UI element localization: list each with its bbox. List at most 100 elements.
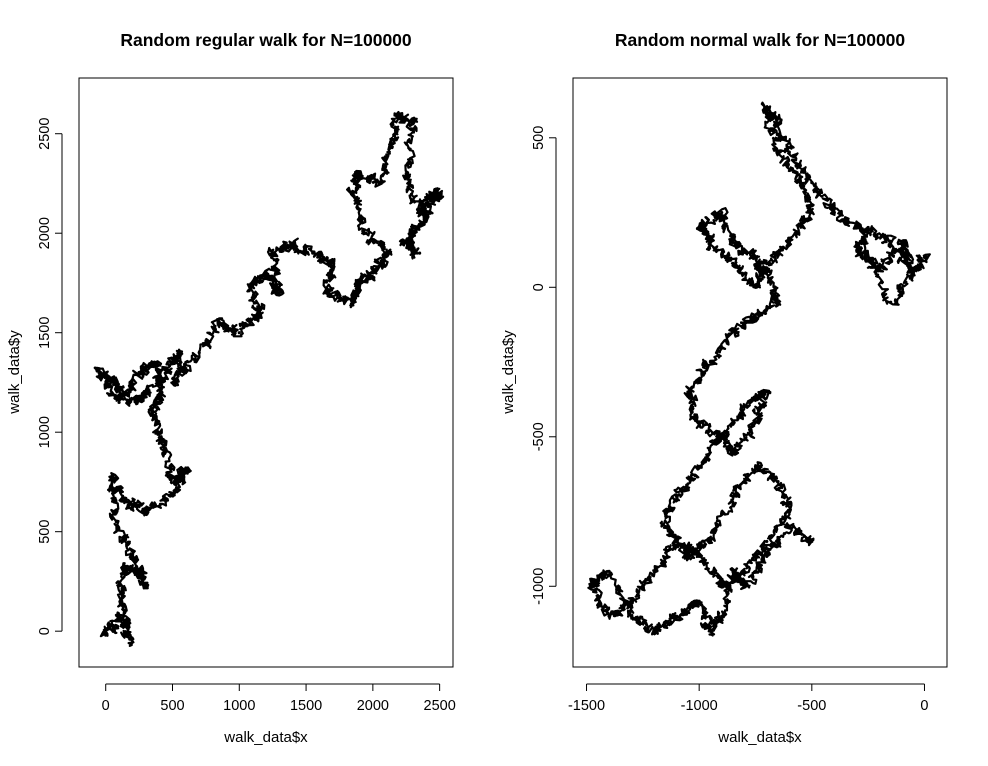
right-walk-point bbox=[607, 569, 611, 573]
right-walk-point bbox=[686, 554, 690, 558]
right-walk-point bbox=[776, 151, 780, 155]
left-walk-point bbox=[257, 311, 261, 315]
left-walk-point bbox=[137, 370, 141, 375]
left-walk-point bbox=[122, 565, 127, 570]
right-walk-point bbox=[607, 614, 611, 618]
right-y-axis: -1000 -500 0 500 bbox=[531, 126, 557, 605]
right-walk-point bbox=[787, 240, 791, 245]
left-walk-point bbox=[128, 400, 132, 404]
right-walk-point bbox=[652, 569, 656, 573]
left-walk-point bbox=[184, 466, 188, 470]
right-walk-point bbox=[708, 240, 713, 245]
right-walk-point bbox=[686, 390, 690, 394]
left-x-tick-label: 1000 bbox=[223, 698, 255, 714]
left-walk-point bbox=[217, 321, 221, 325]
left-walk-point bbox=[271, 251, 275, 255]
right-x-tick-label: -500 bbox=[797, 698, 826, 714]
left-walk-point bbox=[364, 231, 368, 235]
right-walk-point bbox=[697, 225, 701, 230]
right-walk-point bbox=[787, 509, 791, 514]
left-x-tick-label: 500 bbox=[160, 698, 184, 714]
right-walk-point bbox=[675, 614, 679, 618]
right-x-axis-label: walk_data$x bbox=[717, 729, 802, 746]
right-walk-point bbox=[810, 539, 814, 544]
right-walk-point bbox=[787, 524, 791, 529]
left-walk-point bbox=[114, 520, 118, 524]
right-walk-point bbox=[731, 240, 735, 245]
left-walk-point bbox=[371, 271, 375, 275]
left-x-axis-label: walk_data$x bbox=[223, 729, 308, 746]
left-walk-point bbox=[154, 360, 159, 365]
left-walk-series bbox=[93, 110, 445, 647]
left-walk-point bbox=[384, 251, 388, 255]
right-walk-point bbox=[708, 539, 713, 544]
left-walk-point bbox=[237, 331, 241, 335]
left-x-tick-label: 0 bbox=[102, 698, 110, 714]
left-walk-point bbox=[438, 191, 442, 196]
left-y-tick-label: 500 bbox=[37, 520, 53, 544]
right-walk-point bbox=[765, 554, 769, 558]
left-y-tick-label: 0 bbox=[37, 627, 53, 635]
left-y-axis-label: walk_data$y bbox=[6, 330, 23, 415]
left-walk-point bbox=[431, 191, 435, 196]
left-walk-point bbox=[137, 569, 141, 574]
left-walk-point bbox=[117, 400, 121, 404]
right-walk-point bbox=[731, 330, 735, 334]
left-x-tick-label: 2000 bbox=[357, 698, 389, 714]
left-walk-point bbox=[124, 500, 128, 504]
left-walk-point bbox=[173, 480, 177, 484]
right-walk-point bbox=[731, 569, 735, 573]
left-walk-line bbox=[93, 110, 445, 647]
left-walk-point bbox=[291, 241, 295, 245]
right-walk-point bbox=[652, 629, 656, 633]
right-x-tick-label: -1000 bbox=[681, 698, 718, 714]
right-x-axis: -1500 -1000 -500 0 bbox=[568, 683, 929, 714]
left-walk-point bbox=[404, 241, 408, 245]
right-walk-point bbox=[742, 405, 746, 409]
right-chart-title: Random normal walk for N=100000 bbox=[615, 30, 906, 50]
right-walk-point bbox=[720, 435, 724, 439]
right-walk-point bbox=[855, 225, 859, 230]
left-walk-point bbox=[173, 380, 177, 385]
left-walk-point bbox=[397, 112, 402, 116]
left-walk-point bbox=[160, 440, 164, 444]
left-walk-point bbox=[117, 613, 121, 617]
right-walk-point bbox=[776, 300, 780, 304]
left-walk-point bbox=[411, 231, 415, 235]
left-walk-point bbox=[164, 370, 168, 375]
right-y-tick-label: 0 bbox=[531, 283, 547, 291]
right-walk-point bbox=[675, 539, 679, 544]
left-walk-point bbox=[128, 637, 132, 641]
right-walk-point bbox=[720, 584, 724, 588]
right-walk-point bbox=[922, 255, 927, 259]
right-walk-point bbox=[720, 210, 724, 215]
right-walk-point bbox=[787, 151, 791, 155]
left-walk-point bbox=[264, 271, 268, 275]
right-walk-point bbox=[731, 261, 735, 265]
right-walk-point bbox=[742, 569, 746, 573]
left-walk-point bbox=[144, 510, 148, 514]
right-walk-point bbox=[866, 225, 870, 230]
left-y-axis: 0 500 1000 1500 2000 2500 bbox=[37, 118, 63, 635]
left-y-tick-label: 1500 bbox=[37, 317, 53, 349]
left-walk-point bbox=[424, 211, 428, 215]
right-walk-point bbox=[776, 480, 780, 484]
right-walk-point bbox=[911, 270, 915, 274]
left-panel: Random regular walk for N=100000 0 500 100… bbox=[6, 30, 456, 746]
left-walk-point bbox=[130, 553, 135, 558]
right-walk-point bbox=[889, 300, 893, 304]
right-walk-point bbox=[753, 285, 758, 289]
left-walk-point bbox=[277, 291, 281, 295]
left-walk-point bbox=[418, 251, 422, 255]
left-walk-point bbox=[251, 281, 255, 285]
right-walk-point bbox=[765, 390, 769, 394]
right-walk-point bbox=[810, 210, 814, 215]
left-walk-point bbox=[197, 351, 201, 355]
left-walk-point bbox=[160, 390, 164, 394]
left-walk-point bbox=[351, 191, 355, 196]
left-x-tick-label: 1500 bbox=[290, 698, 322, 714]
left-walk-point bbox=[311, 251, 315, 255]
right-walk-point bbox=[589, 584, 593, 588]
left-walk-point bbox=[114, 380, 118, 385]
